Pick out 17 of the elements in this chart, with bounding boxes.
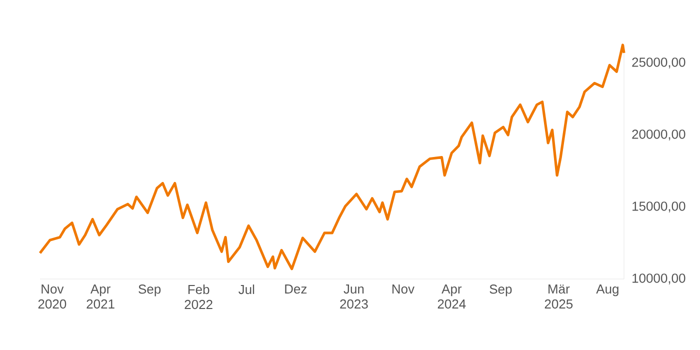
y-tick-label: 15000,00 bbox=[632, 202, 686, 212]
line-series bbox=[38, 44, 626, 270]
x-tick-label: Sep bbox=[138, 284, 161, 296]
y-tick-label: 20000,00 bbox=[632, 130, 686, 140]
x-tick-label: Nov bbox=[392, 284, 414, 294]
x-tick-label: Nov 2020 bbox=[38, 284, 66, 309]
x-tick-label: Sep bbox=[490, 284, 512, 296]
x-tick-label: Apr 2021 bbox=[86, 284, 114, 309]
x-tick-label: Aug bbox=[596, 284, 618, 296]
y-tick-label: 10000,00 bbox=[632, 274, 686, 284]
x-tick-label: Mär 2025 bbox=[544, 284, 573, 309]
x-tick-label: Jun 2023 bbox=[340, 284, 368, 309]
x-tick-label: Jul bbox=[238, 284, 254, 294]
x-tick-label: Feb 2022 bbox=[184, 284, 212, 310]
x-tick-label: Dez bbox=[285, 284, 307, 294]
y-tick-label: 25000,00 bbox=[632, 58, 686, 68]
x-tick-label: Apr 2024 bbox=[438, 284, 466, 309]
